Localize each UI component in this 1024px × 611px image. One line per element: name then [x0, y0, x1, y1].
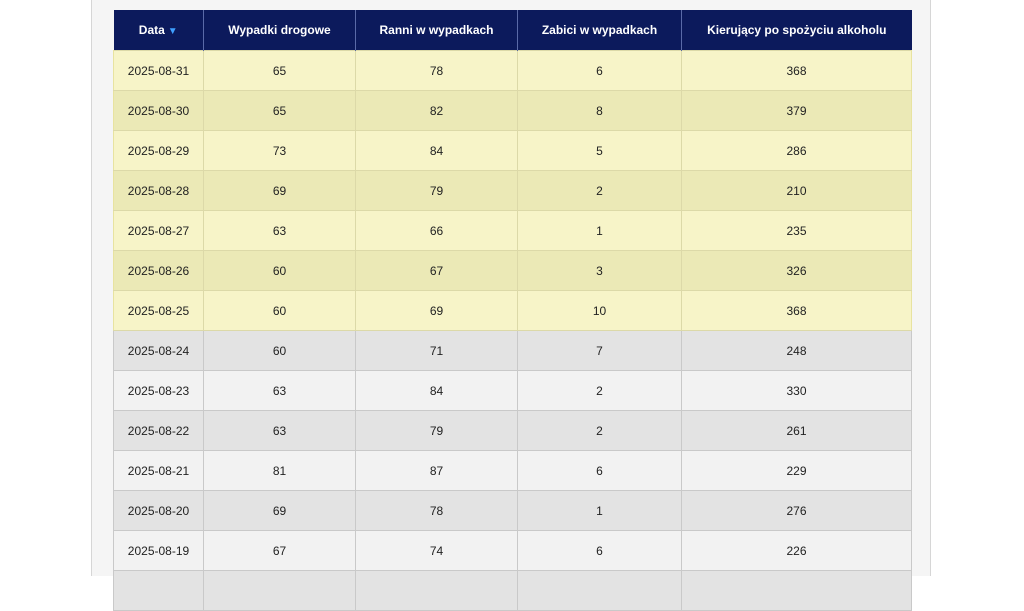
sort-down-icon[interactable]: ▼	[167, 26, 178, 37]
column-header-date[interactable]: Data ▼	[113, 10, 204, 51]
cell-killed: 6	[517, 450, 682, 491]
cell-date: 2025-08-31	[113, 50, 204, 91]
cell-drunk-drivers: 326	[681, 250, 912, 291]
cell-drunk-drivers: 210	[681, 170, 912, 211]
cell-date: 2025-08-28	[113, 170, 204, 211]
column-header-date-label: Data	[138, 23, 165, 37]
table-row: 2025-08-27 63 66 1 235	[113, 210, 912, 251]
cell-drunk-drivers	[681, 570, 912, 611]
table-row: 2025-08-23 63 84 2 330	[113, 370, 912, 411]
cell-killed: 5	[517, 130, 682, 171]
cell-accidents: 65	[203, 90, 356, 131]
cell-date: 2025-08-24	[113, 330, 204, 371]
cell-date: 2025-08-25	[113, 290, 204, 331]
cell-killed: 7	[517, 330, 682, 371]
cell-date: 2025-08-30	[113, 90, 204, 131]
cell-killed: 6	[517, 50, 682, 91]
cell-accidents: 63	[203, 210, 356, 251]
cell-date: 2025-08-23	[113, 370, 204, 411]
cell-injured: 87	[355, 450, 518, 491]
cell-drunk-drivers: 368	[681, 290, 912, 331]
table-row: 2025-08-29 73 84 5 286	[113, 130, 912, 171]
cell-accidents: 65	[203, 50, 356, 91]
cell-accidents: 67	[203, 530, 356, 571]
cell-injured: 74	[355, 530, 518, 571]
table-row: 2025-08-30 65 82 8 379	[113, 90, 912, 131]
cell-drunk-drivers: 226	[681, 530, 912, 571]
cell-date: 2025-08-22	[113, 410, 204, 451]
cell-injured	[355, 570, 518, 611]
cell-injured: 67	[355, 250, 518, 291]
cell-accidents: 73	[203, 130, 356, 171]
table-row: 2025-08-28 69 79 2 210	[113, 170, 912, 211]
table-row: 2025-08-25 60 69 10 368	[113, 290, 912, 331]
table-header: Data ▼ Wypadki drogowe Ranni w wypadkach …	[113, 10, 912, 51]
cell-accidents: 81	[203, 450, 356, 491]
cell-injured: 79	[355, 410, 518, 451]
cell-date: 2025-08-26	[113, 250, 204, 291]
cell-injured: 71	[355, 330, 518, 371]
table-row: 2025-08-19 67 74 6 226	[113, 530, 912, 571]
cell-injured: 78	[355, 50, 518, 91]
cell-injured: 69	[355, 290, 518, 331]
table-body: 2025-08-31 65 78 6 368 2025-08-30 65 82 …	[113, 50, 912, 611]
cell-killed: 8	[517, 90, 682, 131]
cell-injured: 84	[355, 370, 518, 411]
cell-drunk-drivers: 261	[681, 410, 912, 451]
table-row: 2025-08-24 60 71 7 248	[113, 330, 912, 371]
cell-drunk-drivers: 229	[681, 450, 912, 491]
cell-drunk-drivers: 286	[681, 130, 912, 171]
column-header-drunk-drivers[interactable]: Kierujący po spożyciu alkoholu	[681, 10, 912, 51]
cell-injured: 82	[355, 90, 518, 131]
cell-injured: 66	[355, 210, 518, 251]
cell-killed: 6	[517, 530, 682, 571]
cell-killed: 2	[517, 410, 682, 451]
cell-date: 2025-08-19	[113, 530, 204, 571]
cell-killed: 2	[517, 370, 682, 411]
cell-drunk-drivers: 379	[681, 90, 912, 131]
column-header-accidents[interactable]: Wypadki drogowe	[203, 10, 356, 51]
cell-date: 2025-08-20	[113, 490, 204, 531]
table-row: 2025-08-26 60 67 3 326	[113, 250, 912, 291]
header-row: Data ▼ Wypadki drogowe Ranni w wypadkach …	[113, 10, 912, 51]
table-row: 2025-08-20 69 78 1 276	[113, 490, 912, 531]
cell-date: 2025-08-21	[113, 450, 204, 491]
cell-injured: 84	[355, 130, 518, 171]
cell-drunk-drivers: 248	[681, 330, 912, 371]
cell-injured: 78	[355, 490, 518, 531]
cell-killed: 3	[517, 250, 682, 291]
cell-killed: 1	[517, 490, 682, 531]
table-row: 2025-08-31 65 78 6 368	[113, 50, 912, 91]
cell-drunk-drivers: 368	[681, 50, 912, 91]
cell-accidents: 60	[203, 290, 356, 331]
column-header-injured[interactable]: Ranni w wypadkach	[355, 10, 518, 51]
cell-killed: 2	[517, 170, 682, 211]
cell-accidents: 60	[203, 330, 356, 371]
table-row: 2025-08-22 63 79 2 261	[113, 410, 912, 451]
cell-killed: 10	[517, 290, 682, 331]
cell-drunk-drivers: 235	[681, 210, 912, 251]
cell-accidents: 60	[203, 250, 356, 291]
cell-accidents: 63	[203, 410, 356, 451]
cell-drunk-drivers: 330	[681, 370, 912, 411]
cell-drunk-drivers: 276	[681, 490, 912, 531]
cell-accidents: 63	[203, 370, 356, 411]
cell-killed: 1	[517, 210, 682, 251]
cell-killed	[517, 570, 682, 611]
column-header-killed[interactable]: Zabici w wypadkach	[517, 10, 682, 51]
cell-date: 2025-08-27	[113, 210, 204, 251]
table-row: 2025-08-21 81 87 6 229	[113, 450, 912, 491]
road-accidents-table: Data ▼ Wypadki drogowe Ranni w wypadkach …	[113, 10, 912, 611]
cell-accidents: 69	[203, 490, 356, 531]
cell-date: 2025-08-29	[113, 130, 204, 171]
cell-injured: 79	[355, 170, 518, 211]
cell-accidents: 69	[203, 170, 356, 211]
cell-accidents	[203, 570, 356, 611]
table-row	[113, 570, 912, 611]
cell-date	[113, 570, 204, 611]
